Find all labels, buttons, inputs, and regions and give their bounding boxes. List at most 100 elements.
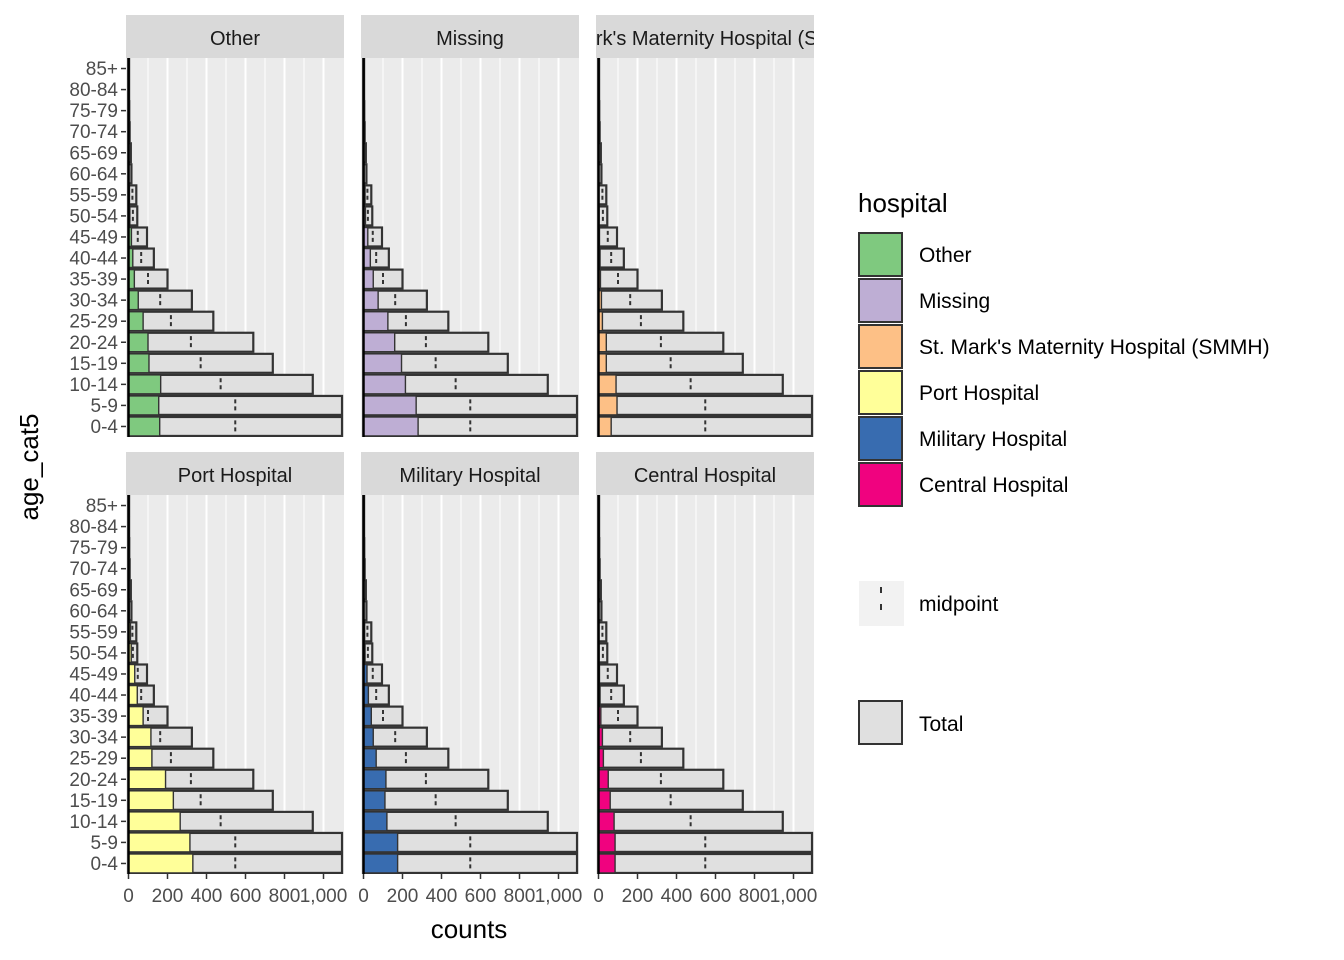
x-tick-label: 0 [358, 886, 369, 907]
legend-swatch [858, 324, 903, 369]
total-bar [597, 684, 625, 706]
total-bar [597, 831, 814, 853]
y-tick-label: 50-54 [69, 643, 118, 664]
hospital-bar [362, 726, 374, 748]
hospital-bar [362, 832, 399, 853]
hospital-bar [362, 374, 407, 395]
y-tick-label: 35-39 [69, 707, 118, 728]
hospital-bar [127, 769, 167, 790]
hospital-bar [597, 395, 618, 416]
hospital-bar [127, 832, 191, 853]
x-tick-label: 600 [465, 886, 497, 907]
hospital-bar [362, 769, 387, 790]
facet-panel: Other 0-45-910-1415-1920-2425-2930-3435-3… [69, 15, 344, 438]
x-tick-label: 1,000 [535, 886, 583, 907]
hospital-bar [127, 790, 175, 811]
hospital-bar [127, 311, 144, 332]
total-bar [127, 415, 344, 437]
facet-strip [126, 15, 344, 58]
hospital-bar [597, 853, 616, 874]
y-tick-label: 5-9 [91, 396, 118, 417]
facet-strip-label: Port Hospital [178, 465, 293, 487]
total-bar [597, 415, 814, 437]
facet-strip [596, 15, 814, 58]
hospital-bar [127, 726, 152, 748]
y-tick-label: 0-4 [91, 854, 119, 875]
hospital-bar [127, 684, 138, 706]
x-tick-label: 600 [700, 886, 732, 907]
hospital-bar [362, 811, 388, 832]
x-tick-label: 600 [230, 886, 262, 907]
hospital-bar [597, 416, 612, 437]
facet-strip-label: Military Hospital [399, 465, 540, 487]
hospital-bar [127, 332, 149, 353]
hospital-bar [597, 769, 609, 790]
facet-panel: Port Hospital0-45-910-1415-1920-2425-293… [69, 452, 347, 907]
total-bar [597, 852, 814, 874]
hospital-bar [127, 353, 150, 374]
y-tick-label: 65-69 [69, 580, 118, 601]
facet-strip-label: Central Hospital [634, 465, 776, 487]
y-tick-label: 80-84 [69, 517, 118, 538]
legend-label: St. Mark's Maternity Hospital (SMMH) [919, 336, 1270, 359]
y-tick-label: 15-19 [69, 791, 118, 812]
y-tick-label: 55-59 [69, 185, 118, 206]
y-tick-label: 10-14 [69, 375, 118, 396]
y-tick-label: 35-39 [69, 270, 118, 291]
total-bar [597, 663, 619, 685]
x-tick-label: 0 [123, 886, 134, 907]
legend-swatch [858, 462, 903, 507]
hospital-bar [362, 289, 379, 311]
total-bar [597, 310, 685, 332]
y-tick-label: 85+ [86, 496, 118, 517]
y-tick-label: 25-29 [69, 749, 118, 770]
y-tick-label: 45-49 [69, 227, 118, 248]
facet-strip [361, 452, 579, 495]
x-tick-label: 800 [739, 886, 771, 907]
total-bar [597, 810, 784, 832]
total-bar [597, 373, 784, 395]
y-tick-label: 60-64 [69, 164, 118, 185]
legend-swatch [858, 416, 903, 461]
hospital-bar [362, 748, 377, 769]
legend: hospital Other Missing St. Mark's Maternity… [858, 188, 1270, 745]
y-tick-label: 80-84 [69, 80, 118, 101]
y-tick-label: 65-69 [69, 143, 118, 164]
y-tick-label: 0-4 [91, 417, 119, 438]
hospital-bar [127, 289, 139, 311]
y-tick-label: 10-14 [69, 812, 118, 833]
y-tick-label: 15-19 [69, 354, 118, 375]
total-bar [597, 331, 725, 353]
total-bar [597, 205, 609, 227]
x-tick-label: 400 [426, 886, 458, 907]
hospital-bar [362, 268, 374, 290]
midpoint-key-label: midpoint [919, 593, 999, 616]
legend-swatch [858, 232, 903, 277]
y-axis-title: age_cat5 [14, 414, 44, 521]
y-tick-label: 75-79 [69, 538, 118, 559]
hospital-bar [127, 811, 181, 832]
hospital-bar [362, 395, 417, 416]
total-bar [597, 642, 609, 664]
y-tick-label: 50-54 [69, 206, 118, 227]
y-tick-label: 25-29 [69, 312, 118, 333]
hospital-bar [362, 353, 403, 374]
y-tick-label: 45-49 [69, 664, 118, 685]
x-tick-label: 1,000 [300, 886, 348, 907]
total-bar [597, 268, 639, 290]
y-tick-label: 85+ [86, 59, 118, 80]
hospital-bar [127, 374, 162, 395]
hospital-bar [362, 332, 396, 353]
facet-panel: Central Hospital 0 200 400 600 800 1,000 [593, 452, 817, 907]
y-tick-label: 55-59 [69, 622, 118, 643]
facet-panel: Missing [361, 15, 579, 437]
facet-panel: St. Mark's Maternity Hospital (SMMH) [596, 15, 814, 437]
y-tick-label: 40-44 [69, 249, 118, 270]
total-key-swatch [858, 700, 903, 745]
x-tick-label: 800 [269, 886, 301, 907]
total-key-label: Total [919, 713, 963, 736]
x-tick-label: 0 [593, 886, 604, 907]
total-bar [597, 789, 744, 811]
x-tick-label: 200 [622, 886, 654, 907]
total-bar [597, 747, 685, 769]
